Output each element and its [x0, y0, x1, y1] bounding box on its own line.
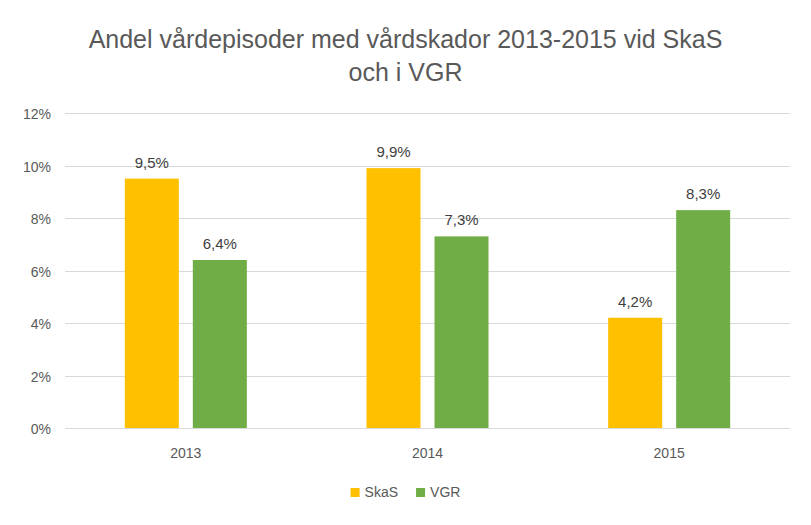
title: Andel vårdepisoder med vårdskador 2013-2… [89, 25, 723, 86]
x-tick-label: 2014 [412, 445, 443, 461]
data-labels: 9,5% 9,9% 4,2% 6,4% 7,3% 8,3% [135, 143, 721, 310]
bar [608, 318, 662, 428]
grid-line [65, 113, 790, 114]
grid-line [65, 166, 790, 167]
data-label: 6,4% [203, 235, 237, 252]
bar [676, 210, 730, 428]
data-label: 7,3% [444, 211, 478, 228]
legend: SkaS VGR [351, 484, 461, 500]
legend-swatch [416, 488, 425, 497]
x-tick-label: 2015 [654, 445, 685, 461]
bar [367, 168, 421, 428]
y-tick-label: 8% [31, 211, 51, 227]
legend-label: SkaS [365, 484, 398, 500]
grid-line [65, 428, 790, 429]
bar [193, 260, 247, 428]
legend-swatch [351, 488, 360, 497]
bar [125, 179, 179, 428]
y-tick-label: 0% [31, 421, 51, 437]
data-label: 9,9% [376, 143, 410, 160]
bar [435, 236, 489, 428]
data-label: 4,2% [618, 293, 652, 310]
title-line: och i VGR [349, 58, 463, 86]
x-tick-label: 2013 [170, 445, 201, 461]
y-tick-label: 4% [31, 316, 51, 332]
chart: Andel vårdepisoder med vårdskador 2013-2… [0, 0, 811, 525]
data-label: 8,3% [686, 185, 720, 202]
y-tick-label: 10% [23, 159, 51, 175]
background [0, 0, 811, 525]
data-label: 9,5% [135, 154, 169, 171]
title-line: Andel vårdepisoder med vårdskador 2013-2… [89, 25, 723, 53]
y-tick-label: 2% [31, 369, 51, 385]
y-tick-label: 6% [31, 264, 51, 280]
bars [125, 168, 730, 428]
y-tick-label: 12% [23, 106, 51, 122]
legend-label: VGR [430, 484, 460, 500]
